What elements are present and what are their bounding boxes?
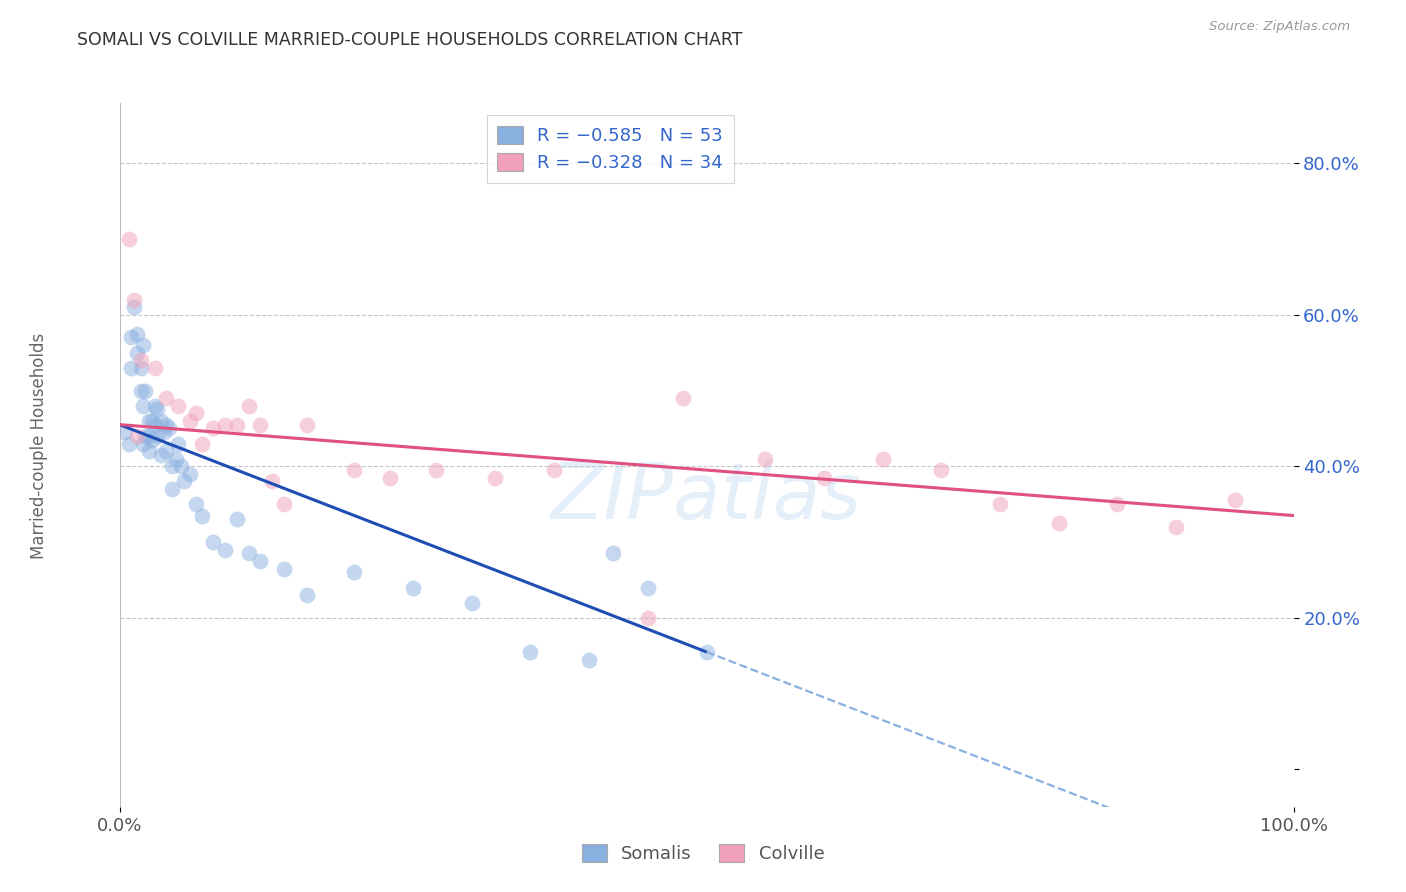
- Point: [988, 497, 1011, 511]
- Point: [931, 463, 953, 477]
- Point: [141, 414, 163, 428]
- Point: [343, 566, 366, 580]
- Point: [162, 482, 184, 496]
- Point: [146, 402, 169, 417]
- Point: [122, 300, 145, 314]
- Point: [143, 360, 166, 375]
- Point: [190, 508, 212, 523]
- Point: [297, 588, 319, 602]
- Point: [132, 436, 155, 450]
- Point: [165, 451, 187, 466]
- Point: [155, 391, 177, 405]
- Point: [155, 417, 177, 432]
- Point: [134, 384, 156, 398]
- Point: [262, 475, 284, 489]
- Point: [637, 611, 659, 625]
- Point: [214, 417, 236, 432]
- Text: SOMALI VS COLVILLE MARRIED-COUPLE HOUSEHOLDS CORRELATION CHART: SOMALI VS COLVILLE MARRIED-COUPLE HOUSEH…: [77, 31, 742, 49]
- Point: [1047, 516, 1070, 530]
- Point: [122, 293, 145, 307]
- Point: [402, 581, 425, 595]
- Point: [120, 360, 142, 375]
- Point: [637, 581, 659, 595]
- Point: [153, 425, 176, 440]
- Point: [157, 421, 180, 435]
- Point: [127, 326, 149, 341]
- Text: ZIPatlas: ZIPatlas: [551, 459, 862, 535]
- Point: [143, 399, 166, 413]
- Legend: R = −0.585   N = 53, R = −0.328   N = 34: R = −0.585 N = 53, R = −0.328 N = 34: [486, 115, 734, 183]
- Point: [173, 475, 195, 489]
- Point: [120, 330, 142, 344]
- Point: [149, 414, 172, 428]
- Point: [297, 417, 319, 432]
- Point: [872, 451, 894, 466]
- Point: [129, 353, 152, 368]
- Point: [167, 436, 190, 450]
- Point: [1223, 493, 1246, 508]
- Point: [132, 338, 155, 352]
- Point: [132, 399, 155, 413]
- Point: [225, 512, 249, 526]
- Point: [190, 436, 212, 450]
- Point: [460, 596, 484, 610]
- Point: [249, 417, 271, 432]
- Point: [146, 429, 169, 443]
- Point: [202, 421, 225, 435]
- Point: [1164, 520, 1187, 534]
- Point: [1107, 497, 1129, 511]
- Point: [138, 444, 160, 458]
- Point: [543, 463, 565, 477]
- Point: [238, 546, 260, 560]
- Point: [118, 436, 141, 450]
- Point: [273, 497, 295, 511]
- Point: [141, 433, 163, 447]
- Point: [519, 645, 541, 659]
- Point: [179, 414, 201, 428]
- Point: [343, 463, 366, 477]
- Point: [214, 542, 236, 557]
- Point: [813, 470, 835, 484]
- Point: [602, 546, 624, 560]
- Point: [143, 417, 166, 432]
- Point: [138, 429, 160, 443]
- Point: [484, 470, 506, 484]
- Legend: Somalis, Colville: Somalis, Colville: [572, 835, 834, 872]
- Point: [578, 652, 600, 666]
- Point: [696, 645, 718, 659]
- Point: [129, 360, 152, 375]
- Point: [129, 384, 152, 398]
- Point: [225, 417, 249, 432]
- Point: [127, 345, 149, 359]
- Point: [672, 391, 695, 405]
- Point: [167, 399, 190, 413]
- Point: [425, 463, 447, 477]
- Point: [169, 459, 191, 474]
- Point: [184, 497, 207, 511]
- Point: [249, 554, 271, 568]
- Point: [754, 451, 776, 466]
- Text: Married-couple Households: Married-couple Households: [31, 333, 48, 559]
- Point: [184, 406, 207, 420]
- Point: [127, 429, 149, 443]
- Point: [114, 425, 136, 440]
- Text: Source: ZipAtlas.com: Source: ZipAtlas.com: [1209, 20, 1350, 33]
- Point: [149, 448, 172, 462]
- Point: [138, 414, 160, 428]
- Point: [155, 444, 177, 458]
- Point: [134, 429, 156, 443]
- Point: [273, 561, 295, 575]
- Point: [378, 470, 401, 484]
- Point: [202, 535, 225, 549]
- Point: [162, 459, 184, 474]
- Point: [118, 232, 141, 246]
- Point: [238, 399, 260, 413]
- Point: [179, 467, 201, 481]
